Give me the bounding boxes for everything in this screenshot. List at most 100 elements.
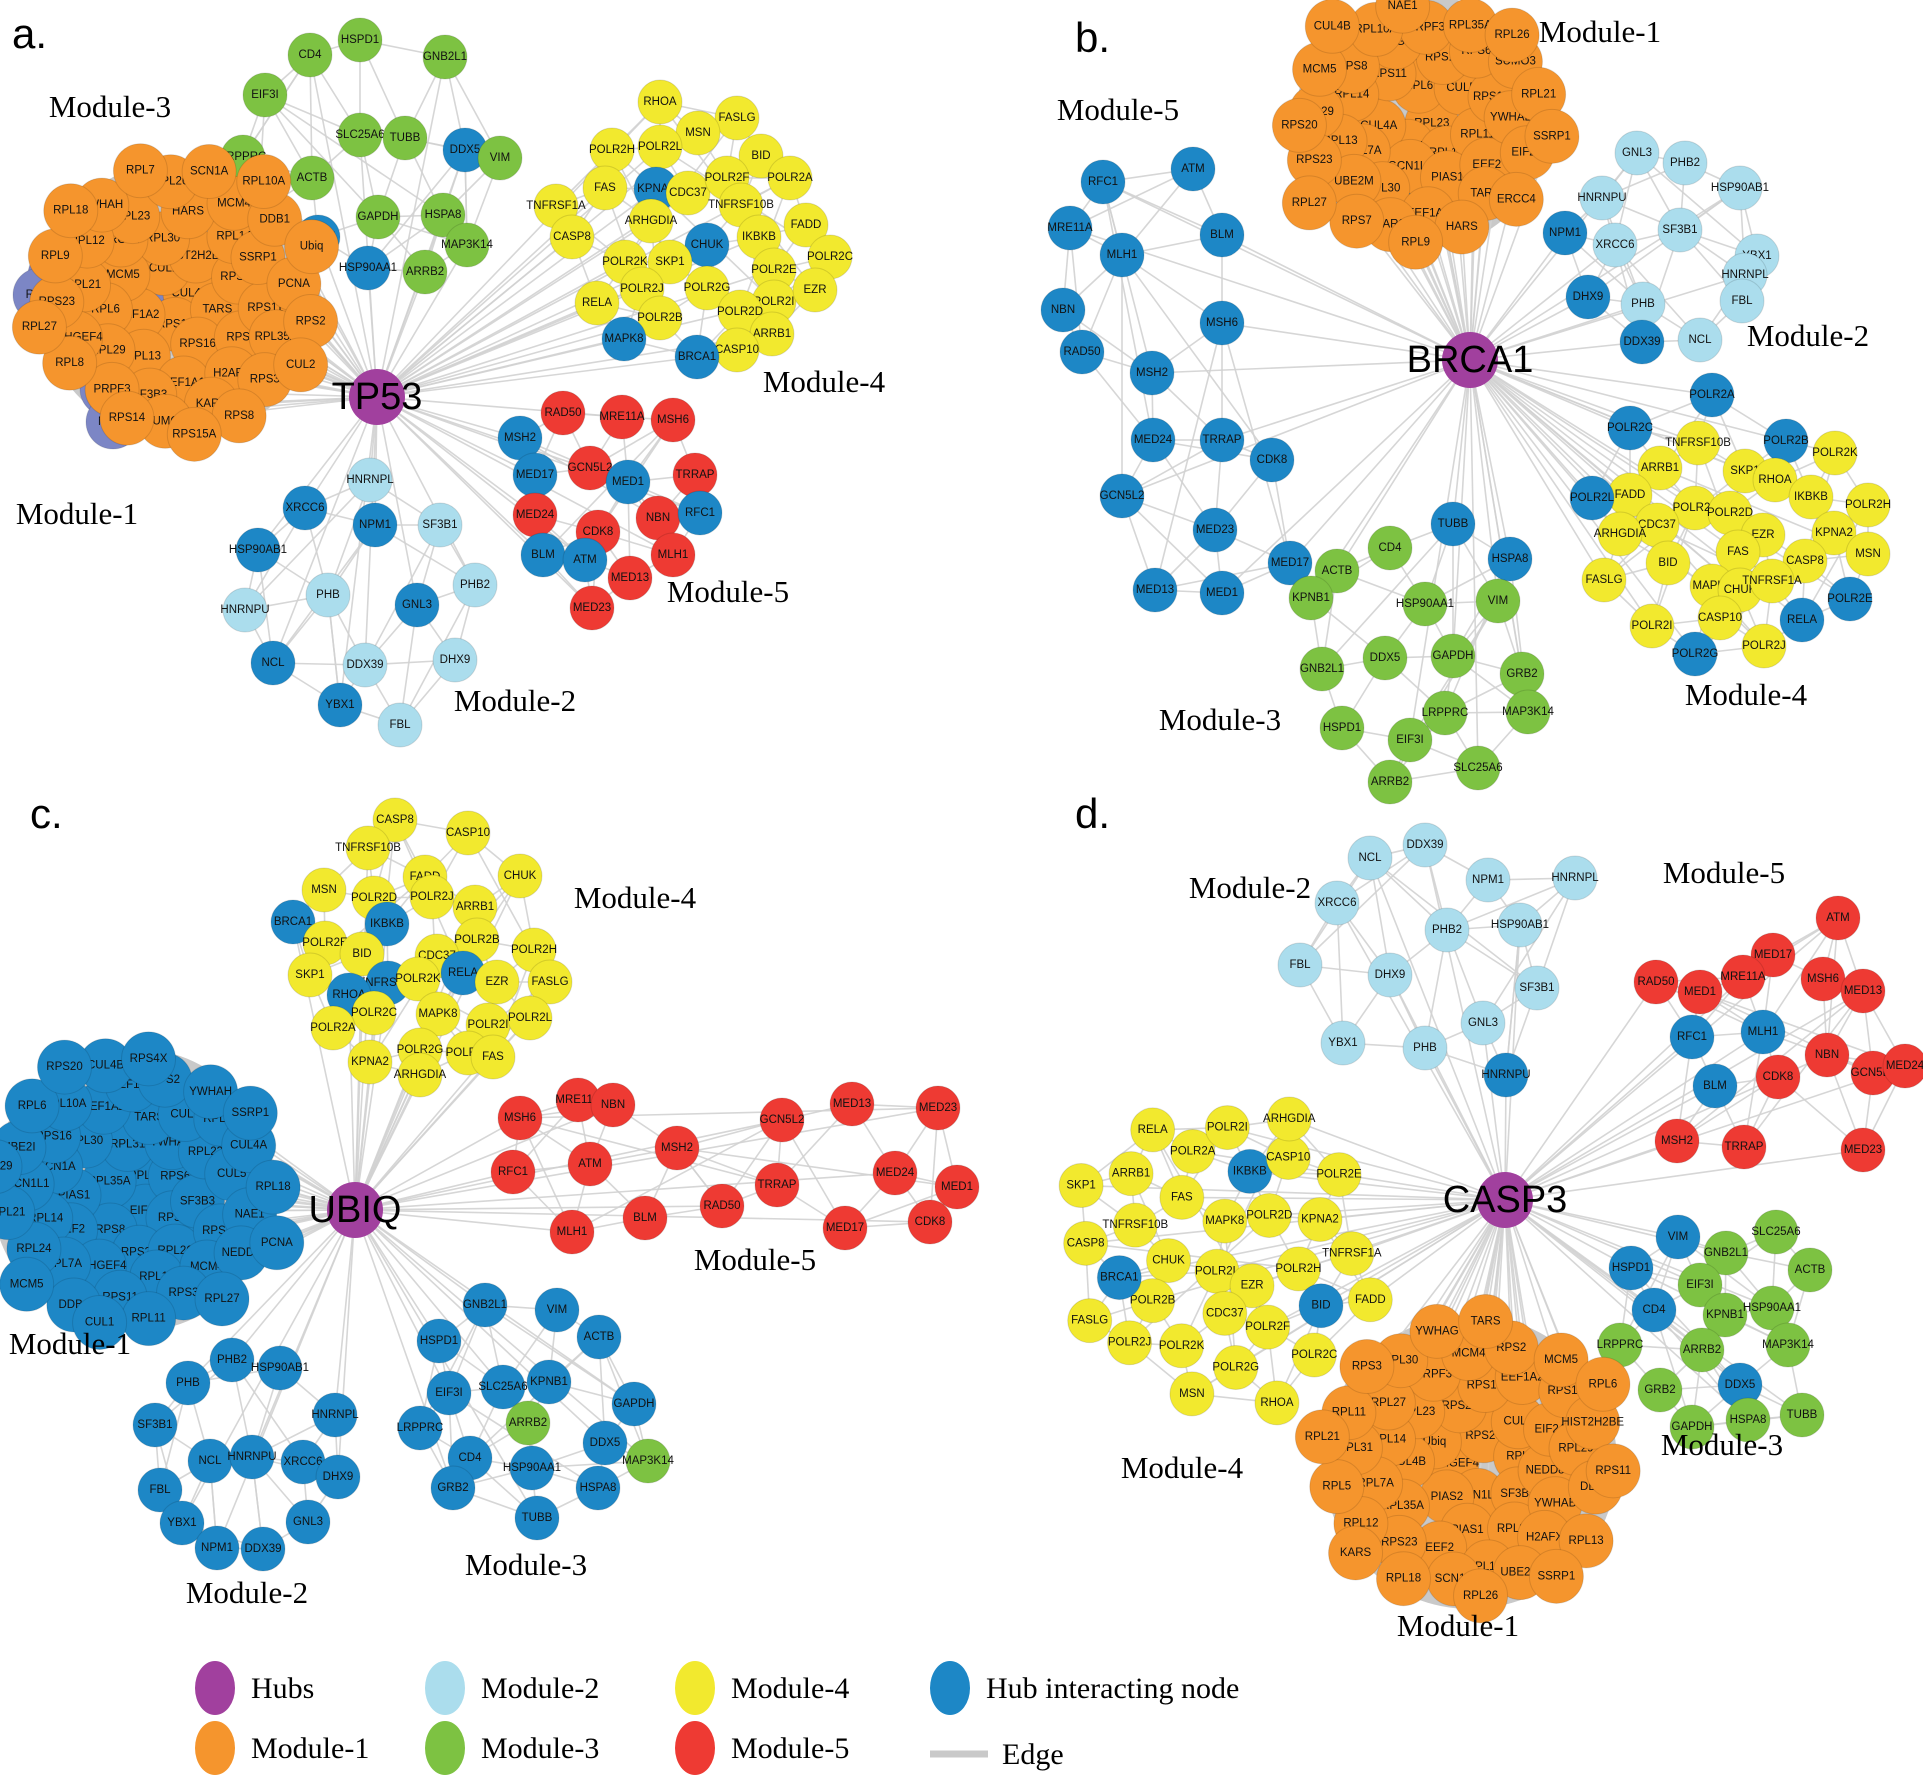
node-KPNA2[interactable]: KPNA2	[1297, 1197, 1343, 1243]
node-circle-GCN5L2[interactable]	[1099, 473, 1145, 519]
node-circle-DHX9[interactable]	[432, 637, 478, 683]
node-GAPDH[interactable]: GAPDH	[611, 1381, 657, 1427]
node-FBL[interactable]: FBL	[1277, 942, 1323, 988]
node-XRCC6[interactable]: XRCC6	[1314, 880, 1360, 926]
node-RPL6[interactable]: RPL6	[1575, 1356, 1631, 1412]
node-circle-KPNA2[interactable]	[1297, 1197, 1343, 1243]
node-RPL7[interactable]: RPL7	[112, 143, 168, 199]
node-CDC37[interactable]: CDC37	[665, 170, 711, 216]
node-GNB2L1[interactable]: GNB2L1	[1299, 646, 1345, 692]
node-circle-CD4[interactable]	[1631, 1287, 1677, 1333]
node-circle-RPL13[interactable]	[1558, 1513, 1614, 1569]
node-KPNA2[interactable]: KPNA2	[1811, 510, 1857, 556]
node-GNL3[interactable]: GNL3	[285, 1499, 331, 1545]
node-POLR2A[interactable]: POLR2A	[1689, 372, 1735, 418]
node-circle-HNRNPU[interactable]	[229, 1434, 275, 1480]
node-HSP90AA1[interactable]: HSP90AA1	[1743, 1285, 1801, 1331]
node-FADD[interactable]: FADD	[1607, 472, 1653, 518]
node-KPNB1[interactable]: KPNB1	[1288, 575, 1334, 621]
node-circle-Ubiq[interactable]	[284, 219, 340, 275]
node-circle-SKP1[interactable]	[647, 239, 693, 285]
node-RFC1[interactable]: RFC1	[677, 490, 723, 536]
node-DDX5[interactable]: DDX5	[582, 1420, 628, 1466]
node-POLR2I[interactable]: POLR2I	[751, 279, 797, 325]
node-circle-POLR2G[interactable]	[684, 265, 730, 311]
node-circle-HNRNPL[interactable]	[1552, 855, 1598, 901]
node-circle-RELA[interactable]	[1130, 1107, 1176, 1153]
node-EZR[interactable]: EZR	[474, 959, 520, 1005]
node-circle-POLR2I[interactable]	[1629, 603, 1675, 649]
node-circle-POLR2L[interactable]	[507, 995, 553, 1041]
node-XRCC6[interactable]: XRCC6	[282, 485, 328, 531]
node-circle-SLC25A6[interactable]	[480, 1364, 526, 1410]
node-MSN[interactable]: MSN	[1169, 1371, 1215, 1417]
node-RPS3[interactable]: RPS3	[1339, 1339, 1395, 1395]
node-circle-ARRB1[interactable]	[1108, 1151, 1154, 1197]
node-circle-POLR2I[interactable]	[1204, 1105, 1250, 1151]
node-circle-BID[interactable]	[1645, 540, 1691, 586]
node-circle-MED17[interactable]	[1267, 540, 1313, 586]
node-circle-KPNB1[interactable]	[1288, 575, 1334, 621]
node-DHX9[interactable]: DHX9	[1367, 952, 1413, 998]
node-NPM1[interactable]: NPM1	[1542, 210, 1588, 256]
node-RPL9[interactable]: RPL9	[1388, 214, 1444, 270]
node-circle-HSP90AA1[interactable]	[345, 245, 391, 291]
node-KPNA2[interactable]: KPNA2	[347, 1039, 393, 1085]
node-IKBKB[interactable]: IKBKB	[1788, 474, 1834, 520]
node-RPL9[interactable]: RPL9	[27, 228, 83, 284]
node-circle-ATM[interactable]	[567, 1141, 613, 1187]
node-SF3B1[interactable]: SF3B1	[1514, 965, 1560, 1011]
node-circle-BID[interactable]	[339, 931, 385, 977]
node-MSN[interactable]: MSN	[1845, 531, 1891, 577]
node-POLR2A[interactable]: POLR2A	[1170, 1128, 1216, 1174]
node-GAPDH[interactable]: GAPDH	[355, 194, 401, 240]
node-circle-MLH1[interactable]	[650, 532, 696, 578]
node-RPL21[interactable]: RPL21	[1294, 1409, 1350, 1465]
node-MAP3K14[interactable]: MAP3K14	[441, 222, 493, 268]
node-HNRNPL[interactable]: HNRNPL	[311, 1392, 359, 1438]
node-RPL21[interactable]: RPL21	[0, 1185, 36, 1241]
node-circle-RHOA[interactable]	[1752, 457, 1798, 503]
node-CASP10[interactable]: CASP10	[1697, 595, 1743, 641]
hub-UBIQ[interactable]: UBIQ	[309, 1182, 402, 1238]
node-HSPD1[interactable]: HSPD1	[416, 1318, 462, 1364]
node-MED17[interactable]: MED17	[822, 1205, 868, 1251]
node-POLR2B[interactable]: POLR2B	[1763, 418, 1809, 464]
node-circle-POLR2F[interactable]	[1245, 1304, 1291, 1350]
node-POLR2I[interactable]: POLR2I	[1629, 603, 1675, 649]
node-circle-EIF3I[interactable]	[1387, 717, 1433, 763]
node-circle-ACTB[interactable]	[1787, 1247, 1833, 1293]
node-circle-RPS7[interactable]	[1329, 193, 1385, 249]
node-circle-RPL27[interactable]	[11, 299, 67, 355]
node-MRE11A[interactable]: MRE11A	[1720, 954, 1766, 1000]
node-circle-SF3B1[interactable]	[417, 502, 463, 548]
node-DDX39[interactable]: DDX39	[240, 1526, 286, 1572]
node-circle-XRCC6[interactable]	[1314, 880, 1360, 926]
node-SF3B1[interactable]: SF3B1	[132, 1402, 178, 1448]
node-LRPPRC[interactable]: LRPPRC	[397, 1405, 444, 1451]
node-circle-NBN[interactable]	[590, 1082, 636, 1128]
node-NCL[interactable]: NCL	[250, 640, 296, 686]
node-circle-SLC25A6[interactable]	[337, 112, 383, 158]
node-BLM[interactable]: BLM	[520, 532, 566, 578]
node-circle-RPL26[interactable]	[1453, 1568, 1509, 1624]
node-circle-SSRP1[interactable]	[1524, 108, 1580, 164]
node-TRRAP[interactable]: TRRAP	[1199, 417, 1245, 463]
node-circle-MSH2[interactable]	[654, 1125, 700, 1171]
node-circle-YBX1[interactable]	[159, 1500, 205, 1546]
node-CASP8[interactable]: CASP8	[1063, 1220, 1109, 1266]
node-circle-MAPK8[interactable]	[415, 991, 461, 1037]
node-circle-CDC37[interactable]	[1202, 1290, 1248, 1336]
node-circle-POLR2L[interactable]	[1569, 475, 1615, 521]
node-HNRNPL[interactable]: HNRNPL	[1551, 855, 1599, 901]
node-circle-TRRAP[interactable]	[1721, 1124, 1767, 1170]
node-circle-FBL[interactable]	[377, 702, 423, 748]
node-CASP10[interactable]: CASP10	[714, 327, 760, 373]
node-ARRB1[interactable]: ARRB1	[1637, 445, 1683, 491]
node-TUBB[interactable]: TUBB	[382, 115, 428, 161]
node-MED23[interactable]: MED23	[1192, 507, 1238, 553]
node-circle-CASP8[interactable]	[1063, 1220, 1109, 1266]
node-ARRB2[interactable]: ARRB2	[402, 249, 448, 295]
node-circle-POLR2G[interactable]	[1672, 631, 1718, 677]
node-circle-RPL29[interactable]	[0, 1139, 23, 1194]
